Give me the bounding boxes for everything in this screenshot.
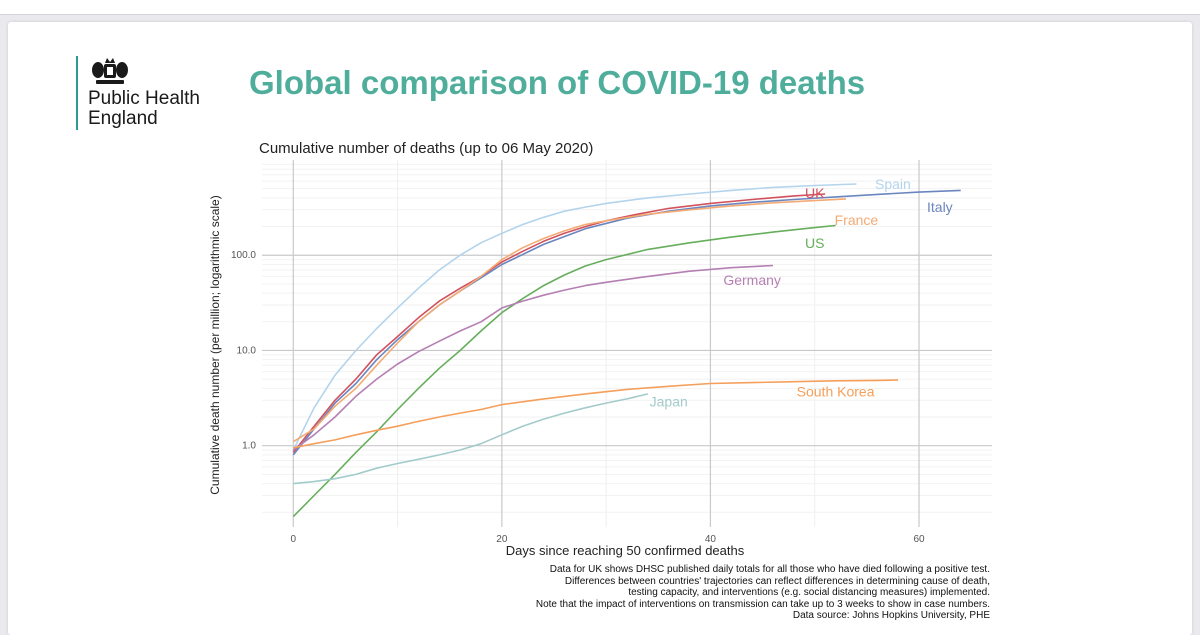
y-tick-label: 100.0 [231,250,256,261]
series-line [293,393,649,485]
phe-logo: Public Health England [76,56,200,130]
series-line [292,264,774,451]
org-name-line1: Public Health [88,88,200,109]
y-tick-label: 10.0 [237,345,257,356]
x-tick-label: 40 [705,534,717,545]
series-label: US [805,235,824,251]
x-axis-label: Days since reaching 50 confirmed deaths [506,543,745,558]
footnote-line: Differences between countries' trajector… [564,575,990,587]
series-label: Japan [650,394,688,410]
series-line [292,193,826,453]
series-label: Italy [927,199,953,215]
footnote-line: Data for UK shows DHSC published daily t… [549,564,990,575]
footnote-line: testing capacity, and interventions (e.g… [628,587,990,598]
logo-text: Public Health England [88,89,228,129]
series-line [292,198,847,443]
slide-title: Global comparison of COVID-19 deaths [249,64,866,101]
series-label: South Korea [797,384,875,400]
series-line [292,183,857,451]
footnote-line: Note that the impact of interventions on… [535,598,990,610]
series-line [293,379,899,449]
chart-title: Cumulative number of deaths (up to 06 Ma… [259,140,593,157]
series-line [292,189,961,456]
series-label: France [835,212,879,228]
y-tick-label: 1.0 [242,441,256,452]
series-label: Germany [723,272,781,288]
y-axis-label: Cumulative death number (per million; lo… [208,195,222,494]
series-label: UK [805,185,825,201]
series-label: Spain [875,176,911,192]
org-name-line2: England [88,108,158,129]
slide [8,22,1192,635]
x-tick-label: 60 [913,534,925,545]
top-strip [0,0,1200,15]
x-tick-label: 20 [496,534,508,545]
royal-crest-icon [92,58,128,84]
series-line [292,224,836,518]
footnote-line: Data source: Johns Hopkins University, P… [792,610,990,621]
x-tick-label: 0 [291,534,297,545]
footnotes: Data for UK shows DHSC published daily t… [430,564,990,622]
